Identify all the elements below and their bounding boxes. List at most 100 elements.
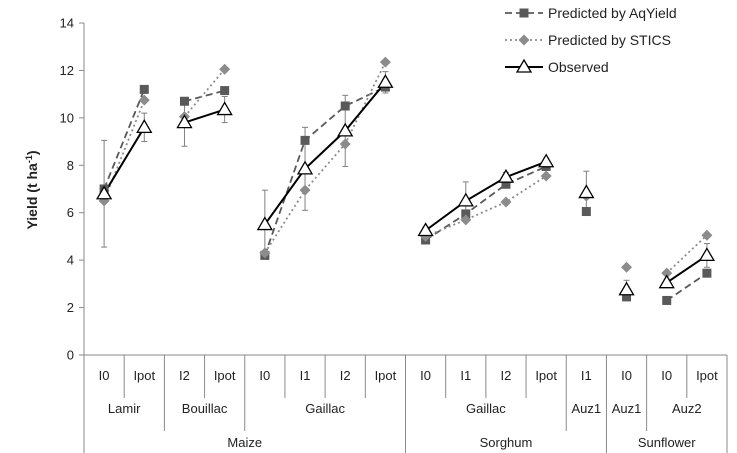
data-point (457, 192, 474, 207)
data-point (578, 184, 595, 199)
series-line (425, 175, 547, 238)
data-point (176, 114, 193, 129)
series-line (264, 61, 387, 254)
treatment-label: I0 (621, 368, 632, 383)
data-point (460, 214, 472, 226)
data-point (377, 73, 394, 88)
site-label: Auz1 (612, 401, 642, 416)
y-tick-label: 2 (67, 300, 74, 315)
series-line (103, 89, 146, 190)
treatment-label: Ipot (133, 368, 155, 383)
series-line (263, 86, 386, 256)
data-point (618, 281, 635, 296)
legend-label: Predicted by STICS (548, 32, 671, 48)
chart-series (95, 56, 716, 305)
series-observed (101, 71, 710, 300)
y-axis-title-tail: ) (24, 150, 40, 155)
data-point (698, 247, 716, 262)
data-point (501, 179, 511, 189)
y-tick-label: 0 (67, 348, 74, 363)
treatment-label: I1 (581, 368, 592, 383)
treatment-label: I1 (460, 368, 471, 383)
treatment-label: Ipot (696, 368, 718, 383)
y-tick-label: 12 (60, 63, 74, 78)
y-tick-label: 10 (60, 110, 74, 125)
data-point (340, 101, 350, 111)
treatment-label: Ipot (214, 368, 236, 383)
data-point (701, 229, 713, 241)
legend-marker (519, 8, 529, 18)
data-point (461, 209, 471, 219)
y-axis-title-main: Yield (t ha (24, 163, 40, 230)
site-label: Lamir (108, 401, 141, 416)
legend-label: Observed (548, 59, 609, 75)
legend-label: Predicted by AqYield (548, 5, 677, 21)
series-line (184, 108, 226, 124)
y-tick-label: 6 (67, 205, 74, 220)
series-line (425, 160, 547, 232)
series-line (425, 165, 547, 241)
y-tick-label: 4 (67, 253, 74, 268)
site-label: Auz1 (572, 401, 602, 416)
y-axis-title: Yield (t ha-1) (24, 150, 40, 229)
crop-label: Sunflower (638, 435, 696, 450)
data-point (621, 261, 633, 273)
series-line (103, 126, 146, 195)
data-point (259, 247, 271, 259)
treatment-label: I0 (661, 368, 672, 383)
crop-label: Maize (227, 435, 262, 450)
markers-stics (98, 56, 713, 279)
treatment-label: I0 (259, 368, 270, 383)
data-point (216, 101, 233, 116)
crop-label: Sorghum (480, 435, 533, 450)
series-stics (103, 61, 708, 274)
data-point (300, 135, 310, 145)
site-label: Gaillac (305, 401, 345, 416)
data-point (220, 86, 230, 96)
treatment-label: Ipot (375, 368, 397, 383)
data-point (296, 160, 314, 175)
data-point (219, 63, 231, 75)
treatment-label: I2 (340, 368, 351, 383)
series-line (666, 234, 708, 274)
legend-marker (518, 34, 530, 46)
series-line (103, 99, 146, 202)
treatment-label: I2 (501, 368, 512, 383)
data-point (702, 268, 712, 278)
data-point (538, 153, 555, 168)
data-point (500, 196, 512, 208)
data-point (299, 184, 311, 196)
data-point (256, 216, 273, 231)
y-axis-title-sup: -1 (24, 155, 34, 163)
legend-marker (515, 58, 533, 73)
data-point (139, 84, 149, 94)
chart-axes (79, 22, 728, 453)
data-point (581, 207, 591, 217)
y-tick-label: 8 (67, 158, 74, 173)
data-point (138, 94, 150, 106)
data-point (622, 292, 632, 302)
treatment-label: Ipot (535, 368, 557, 383)
site-label: Auz2 (672, 401, 702, 416)
data-point (136, 119, 153, 133)
data-point (658, 274, 675, 289)
data-point (337, 122, 354, 137)
chart-legend: Predicted by AqYield Predicted by STICS Ob… (505, 5, 677, 75)
data-point (339, 138, 351, 150)
markers-aqyield (99, 82, 712, 305)
category-labels: I0 Ipot I2 Ipot I0 I1 I2 Ipot I0 I1 I2 Ipot I1 I0 I0 Ip… (99, 368, 718, 450)
treatment-label: I0 (420, 368, 431, 383)
series-line (666, 272, 708, 302)
treatment-label: I0 (99, 368, 110, 383)
data-point (417, 222, 434, 237)
data-point (662, 295, 672, 305)
treatment-label: I1 (300, 368, 311, 383)
series-line (184, 89, 225, 103)
treatment-label: I2 (179, 368, 190, 383)
data-point (179, 96, 189, 106)
y-tick-labels: 0 2 4 6 8 10 12 14 (60, 16, 74, 363)
data-point (661, 267, 673, 279)
markers-observed (95, 73, 716, 296)
y-tick-label: 14 (60, 16, 74, 31)
